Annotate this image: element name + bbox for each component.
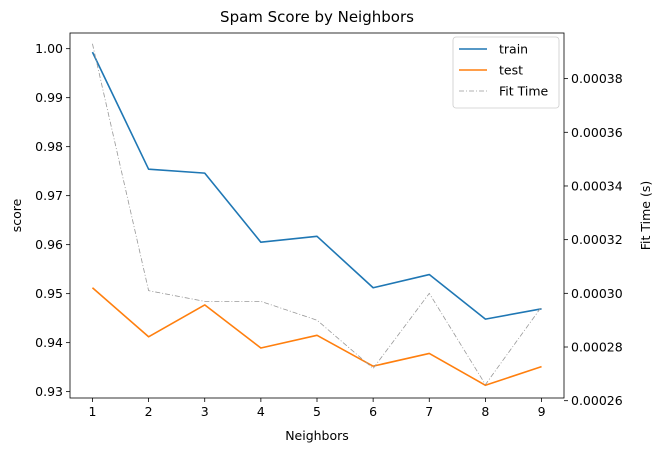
- y2-tick-label: 0.00026: [571, 393, 623, 408]
- series-line-train: [91, 51, 542, 320]
- y2-tick-label: 0.00034: [571, 178, 623, 193]
- x-tick-label: 9: [538, 404, 546, 419]
- legend: train test Fit Time: [452, 36, 560, 109]
- y-tick-label: 1.00: [35, 41, 63, 56]
- x-axis-label: Neighbors: [285, 428, 349, 443]
- y-tick-label: 0.99: [35, 90, 63, 105]
- y-axis-label: score: [9, 198, 24, 232]
- y-tick-label: 0.95: [35, 286, 63, 301]
- plot-area: [91, 43, 542, 387]
- x-tick-label: 8: [481, 404, 489, 419]
- y-tick-label: 0.97: [35, 188, 63, 203]
- series-line-fit-time: [92, 43, 542, 385]
- x-tick-label: 2: [145, 404, 153, 419]
- legend-label: Fit Time: [499, 84, 549, 99]
- y-tick-label: 0.98: [35, 139, 63, 154]
- x-tick-label: 7: [425, 404, 433, 419]
- legend-box: [452, 36, 560, 109]
- y2-tick-label: 0.00030: [571, 286, 623, 301]
- y-tick-label: 0.96: [35, 237, 63, 252]
- y-tick-label: 0.94: [35, 335, 63, 350]
- y2-axis-label: Fit Time (s): [638, 181, 653, 250]
- y2-tick-label: 0.00032: [571, 232, 623, 247]
- x-tick-label: 1: [88, 404, 96, 419]
- y-tick-label: 0.93: [35, 384, 63, 399]
- series-line-test: [91, 287, 542, 387]
- x-tick-label: 4: [257, 404, 265, 419]
- x-tick-label: 6: [369, 404, 377, 419]
- legend-label: train: [499, 42, 528, 57]
- x-tick-label: 3: [201, 404, 209, 419]
- y2-tick-label: 0.00036: [571, 125, 623, 140]
- axes: 1 2 3 4 5 6 7 8 9 0.93 0.94 0.95 0.96 0.97 0.98 0.99 1.0…: [35, 32, 623, 419]
- chart-title: Spam Score by Neighbors: [220, 8, 414, 26]
- x-tick-label: 5: [313, 404, 321, 419]
- legend-label: test: [499, 63, 523, 78]
- y2-tick-label: 0.00028: [571, 340, 623, 355]
- y2-tick-label: 0.00038: [571, 71, 623, 86]
